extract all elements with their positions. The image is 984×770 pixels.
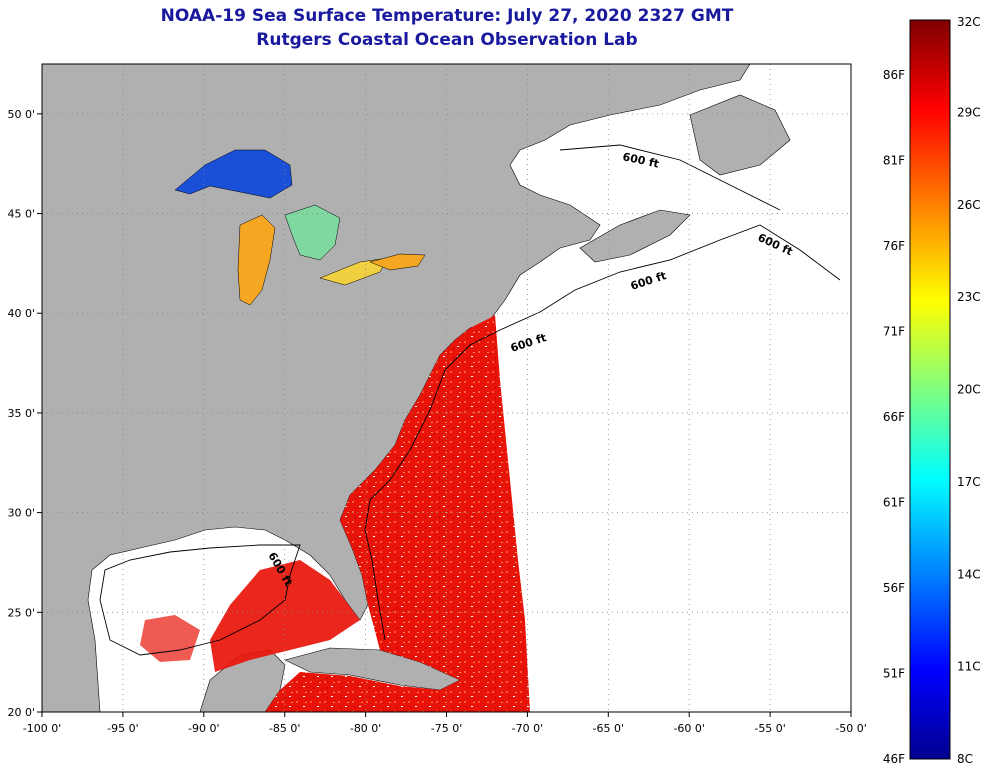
colorbar-celsius-label: 26C	[957, 198, 981, 212]
isobath-line-shelf	[364, 369, 446, 641]
colorbar-celsius-label: 11C	[957, 660, 981, 674]
map-title: NOAA-19 Sea Surface Temperature: July 27…	[160, 6, 734, 26]
lon-tick-label: -55 0'	[754, 722, 786, 735]
colorbar-celsius-label: 8C	[957, 752, 973, 766]
land-newfoundland	[689, 94, 791, 176]
lat-tick-label: 35 0'	[7, 407, 35, 420]
land-yucatan	[199, 649, 286, 712]
lon-tick-label: -60 0'	[673, 722, 705, 735]
colorbar-celsius-label: 20C	[957, 383, 981, 397]
lon-tick-label: -50 0'	[835, 722, 867, 735]
lat-tick-label: 20 0'	[7, 706, 35, 719]
lake-superior	[174, 149, 293, 199]
colorbar-celsius-label: 14C	[957, 567, 981, 581]
colorbar-fahrenheit-label: 66F	[883, 410, 905, 424]
colorbar-celsius-label: 29C	[957, 105, 981, 119]
sst-gulf-patch	[210, 560, 360, 672]
land-nova-scotia	[579, 209, 691, 263]
colorbar-fahrenheit-label: 86F	[883, 68, 905, 82]
lon-tick-label: -75 0'	[431, 722, 463, 735]
colorbar-fahrenheit-label: 46F	[883, 752, 905, 766]
lon-tick-label: -95 0'	[107, 722, 139, 735]
lon-tick-label: -65 0'	[593, 722, 625, 735]
colorbar-celsius-label: 32C	[957, 15, 981, 29]
colorbar-celsius-label: 23C	[957, 290, 981, 304]
graticule	[42, 64, 851, 712]
lon-tick-label: -70 0'	[512, 722, 544, 735]
colorbar-celsius-label: 17C	[957, 475, 981, 489]
isobath-line-gulf	[99, 544, 301, 656]
lake-michigan	[237, 214, 276, 306]
colorbar-fahrenheit-label: 76F	[883, 239, 905, 253]
colorbar-fahrenheit-label: 51F	[883, 667, 905, 681]
map-subtitle: Rutgers Coastal Ocean Observation Lab	[256, 30, 638, 50]
lat-tick-label: 30 0'	[7, 507, 35, 520]
lon-tick-label: -100 0'	[23, 722, 61, 735]
lat-tick-label: 25 0'	[7, 606, 35, 619]
lat-tick-label: 40 0'	[7, 307, 35, 320]
colorbar-fahrenheit-label: 81F	[883, 154, 905, 168]
lake-huron	[284, 204, 341, 261]
lon-tick-label: -85 0'	[269, 722, 301, 735]
isobath-line-gulfstream-north	[559, 144, 781, 211]
lon-tick-label: -90 0'	[188, 722, 220, 735]
lake-ontario	[369, 253, 426, 271]
lat-tick-label: 45 0'	[7, 208, 35, 221]
colorbar	[909, 19, 951, 760]
lat-tick-label: 50 0'	[7, 108, 35, 121]
longitude-axis: -100 0' -95 0' -90 0' -85 0' -80 0' -75 0' -70…	[23, 712, 867, 735]
sst-gulf-speckle	[140, 615, 200, 662]
latitude-axis: 20 0' 25 0' 30 0' 35 0' 40 0' 45 0' 50 0'	[7, 108, 42, 719]
colorbar-fahrenheit-label: 61F	[883, 496, 905, 510]
lon-tick-label: -80 0'	[350, 722, 382, 735]
colorbar-labels: 32C 29C 26C 23C 20C 17C 14C 11C 8C 86F 81F 76F 71F 66…	[883, 15, 981, 766]
colorbar-fahrenheit-label: 56F	[883, 581, 905, 595]
isobath-line-atlantic	[444, 224, 841, 371]
colorbar-fahrenheit-label: 71F	[883, 325, 905, 339]
sst-atlantic-swath	[265, 315, 530, 712]
